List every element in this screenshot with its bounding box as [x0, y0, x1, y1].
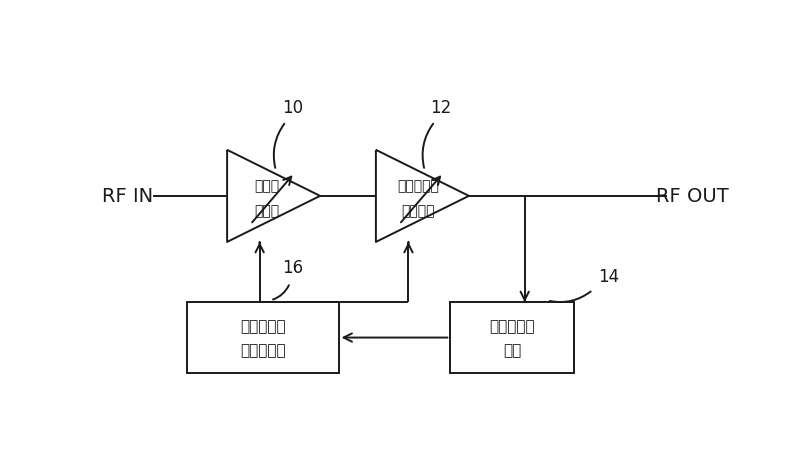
Text: 16: 16 — [282, 258, 304, 276]
Text: RF IN: RF IN — [102, 187, 154, 206]
Text: 低噪声: 低噪声 — [254, 179, 279, 193]
Text: 10: 10 — [282, 99, 302, 117]
Text: 益放大器: 益放大器 — [401, 204, 434, 218]
Bar — [187, 302, 338, 373]
Bar — [450, 302, 574, 373]
Text: 益控制逻辑: 益控制逻辑 — [240, 343, 286, 358]
Text: 12: 12 — [430, 99, 452, 117]
Text: 14: 14 — [598, 267, 619, 285]
Text: 射频可变增: 射频可变增 — [397, 179, 438, 193]
Text: 射频自动增: 射频自动增 — [240, 318, 286, 333]
Text: RF OUT: RF OUT — [656, 187, 729, 206]
Text: 测器: 测器 — [503, 343, 522, 358]
Text: 放大器: 放大器 — [254, 204, 279, 218]
Text: 射频功率检: 射频功率检 — [490, 318, 535, 333]
